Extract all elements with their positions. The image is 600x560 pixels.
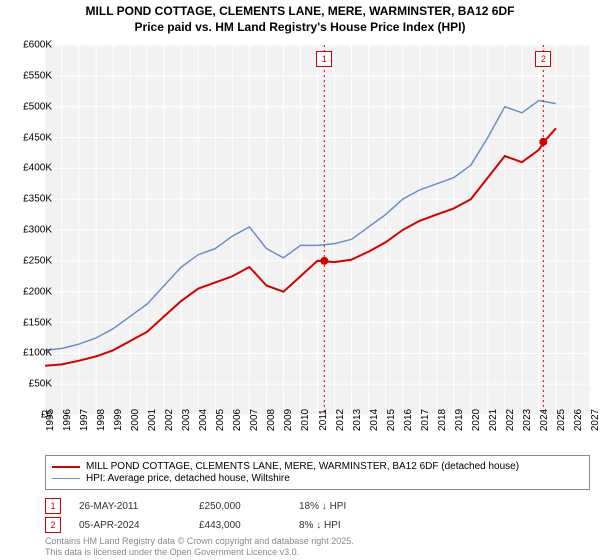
x-tick-label: 2018 xyxy=(437,409,448,431)
marker-date-2: 05-APR-2024 xyxy=(79,520,199,531)
chart-marker-badge-1: 1 xyxy=(316,51,332,67)
marker-table: 1 26-MAY-2011 £250,000 18% ↓ HPI 2 05-AP… xyxy=(45,495,346,536)
x-tick-label: 2006 xyxy=(232,409,243,431)
x-tick-label: 2011 xyxy=(318,409,329,431)
y-tick-label: £50K xyxy=(29,379,52,390)
x-tick-label: 2022 xyxy=(505,409,516,431)
x-tick-label: 2017 xyxy=(420,409,431,431)
x-tick-label: 2000 xyxy=(130,409,141,431)
x-tick-label: 2024 xyxy=(539,409,550,431)
chart-marker-badge-2: 2 xyxy=(535,51,551,67)
marker-badge-1: 1 xyxy=(45,498,61,514)
x-tick-label: 1997 xyxy=(79,409,90,431)
legend-label-hpi: HPI: Average price, detached house, Wilt… xyxy=(86,473,290,484)
footer-attribution: Contains HM Land Registry data © Crown c… xyxy=(45,536,354,558)
chart-container: MILL POND COTTAGE, CLEMENTS LANE, MERE, … xyxy=(0,0,600,560)
x-tick-label: 2023 xyxy=(522,409,533,431)
x-tick-label: 2027 xyxy=(590,409,600,431)
title-line-1: MILL POND COTTAGE, CLEMENTS LANE, MERE, … xyxy=(0,4,600,20)
y-tick-label: £400K xyxy=(23,163,52,174)
plot-area xyxy=(45,45,590,415)
x-tick-label: 1995 xyxy=(45,409,56,431)
x-tick-label: 2009 xyxy=(283,409,294,431)
x-tick-label: 2021 xyxy=(488,409,499,431)
x-tick-label: 1996 xyxy=(62,409,73,431)
y-tick-label: £200K xyxy=(23,286,52,297)
footer-line-2: This data is licensed under the Open Gov… xyxy=(45,547,354,558)
marker-badge-2: 2 xyxy=(45,517,61,533)
title-line-2: Price paid vs. HM Land Registry's House … xyxy=(0,20,600,36)
y-tick-label: £100K xyxy=(23,348,52,359)
x-tick-label: 2002 xyxy=(164,409,175,431)
marker-hpi-2: 8% ↓ HPI xyxy=(299,520,341,531)
y-tick-label: £150K xyxy=(23,317,52,328)
x-tick-label: 2004 xyxy=(198,409,209,431)
y-tick-label: £550K xyxy=(23,70,52,81)
x-tick-label: 2014 xyxy=(369,409,380,431)
y-tick-label: £500K xyxy=(23,101,52,112)
x-tick-label: 2012 xyxy=(335,409,346,431)
legend-swatch-hpi xyxy=(52,478,80,480)
legend-item-hpi: HPI: Average price, detached house, Wilt… xyxy=(52,473,583,484)
y-tick-label: £350K xyxy=(23,194,52,205)
chart-svg xyxy=(45,45,590,415)
legend: MILL POND COTTAGE, CLEMENTS LANE, MERE, … xyxy=(45,455,590,490)
x-tick-label: 2007 xyxy=(249,409,260,431)
x-tick-label: 2003 xyxy=(181,409,192,431)
x-tick-label: 1999 xyxy=(113,409,124,431)
x-tick-label: 2015 xyxy=(386,409,397,431)
marker-row-2: 2 05-APR-2024 £443,000 8% ↓ HPI xyxy=(45,517,346,533)
x-tick-label: 2001 xyxy=(147,409,158,431)
x-tick-label: 2019 xyxy=(454,409,465,431)
x-tick-label: 2016 xyxy=(403,409,414,431)
y-tick-label: £300K xyxy=(23,225,52,236)
legend-swatch-property xyxy=(52,466,80,468)
marker-price-2: £443,000 xyxy=(199,520,299,531)
footer-line-1: Contains HM Land Registry data © Crown c… xyxy=(45,536,354,547)
marker-date-1: 26-MAY-2011 xyxy=(79,501,199,512)
chart-title: MILL POND COTTAGE, CLEMENTS LANE, MERE, … xyxy=(0,0,600,35)
x-tick-label: 2005 xyxy=(215,409,226,431)
x-tick-label: 2025 xyxy=(556,409,567,431)
legend-label-property: MILL POND COTTAGE, CLEMENTS LANE, MERE, … xyxy=(86,461,519,472)
legend-item-property: MILL POND COTTAGE, CLEMENTS LANE, MERE, … xyxy=(52,461,583,472)
x-tick-label: 2010 xyxy=(300,409,311,431)
x-tick-label: 1998 xyxy=(96,409,107,431)
y-tick-label: £600K xyxy=(23,40,52,51)
marker-row-1: 1 26-MAY-2011 £250,000 18% ↓ HPI xyxy=(45,498,346,514)
marker-price-1: £250,000 xyxy=(199,501,299,512)
x-tick-label: 2008 xyxy=(266,409,277,431)
y-tick-label: £250K xyxy=(23,255,52,266)
x-tick-label: 2020 xyxy=(471,409,482,431)
marker-hpi-1: 18% ↓ HPI xyxy=(299,501,346,512)
x-tick-label: 2026 xyxy=(573,409,584,431)
x-tick-label: 2013 xyxy=(352,409,363,431)
y-tick-label: £450K xyxy=(23,132,52,143)
